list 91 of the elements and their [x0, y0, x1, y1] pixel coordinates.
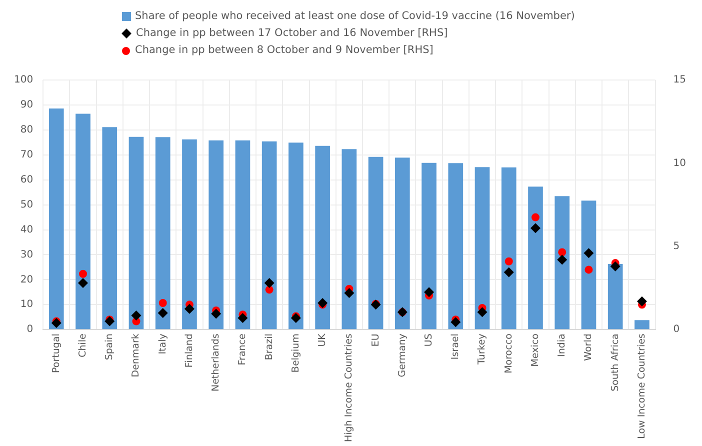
point	[584, 248, 594, 258]
point	[158, 308, 168, 318]
x-tick-label: Low Income Countries	[636, 334, 648, 439]
x-tick-label: Brazil	[264, 334, 275, 360]
x-tick-label: Italy	[157, 333, 168, 354]
bar	[368, 156, 384, 330]
x-tick-label: Denmark	[130, 333, 142, 378]
x-tick-label: Finland	[184, 334, 195, 368]
point	[78, 278, 88, 288]
legend-label: Share of people who received at least one dose of Covid-19 vaccine (16 November)	[135, 9, 575, 24]
x-tick-label: Spain	[104, 334, 116, 360]
y-tick-label: 90	[20, 100, 34, 111]
point	[344, 288, 354, 298]
x-tick-label: UK	[317, 332, 328, 347]
y2-tick-label: 0	[673, 324, 680, 336]
x-tick-label: Portugal	[50, 334, 62, 373]
point	[211, 308, 222, 319]
x-tick-label: World	[583, 334, 594, 361]
bar	[48, 108, 64, 330]
point	[557, 254, 568, 265]
point	[184, 304, 194, 314]
y-tick-label: 70	[20, 149, 34, 160]
x-tick-label: Chile	[77, 333, 88, 358]
bar	[608, 264, 623, 330]
x-tick-label: Germany	[396, 333, 408, 378]
x-tick-label: South Africa	[610, 334, 621, 392]
x-tick-label: Mexico	[530, 333, 541, 367]
y-tick-label: 40	[20, 224, 34, 236]
bar	[155, 137, 170, 330]
point	[131, 310, 142, 320]
x-tick-label: US	[424, 334, 434, 347]
x-tick-label: Israel	[450, 334, 462, 360]
point	[610, 261, 620, 272]
bar	[262, 141, 277, 330]
point	[51, 318, 62, 328]
x-tick-label: EU	[370, 334, 382, 347]
point	[558, 248, 566, 256]
point	[424, 287, 434, 298]
y-tick-label: 80	[20, 124, 34, 136]
point	[238, 312, 248, 323]
point	[264, 278, 274, 288]
point	[290, 312, 301, 323]
bar	[554, 196, 570, 330]
legend-label: Change in pp between 17 October and 16 November [RHS]	[136, 26, 448, 41]
point	[530, 223, 540, 234]
point	[504, 257, 513, 266]
y-tick-label: 100	[14, 74, 34, 86]
x-tick-label: High Income Countries	[344, 334, 355, 442]
x-tick-label: Turkey	[476, 333, 488, 366]
y-tick-label: 10	[20, 299, 34, 310]
point	[584, 266, 593, 274]
bar	[288, 142, 304, 330]
y2-tick-label: 10	[673, 158, 686, 169]
x-tick-label: France	[237, 333, 248, 366]
bar	[474, 167, 490, 330]
bar	[208, 140, 224, 330]
bar	[501, 167, 516, 330]
bar	[448, 163, 464, 330]
point	[532, 213, 540, 222]
x-tick-label: Morocco	[503, 333, 514, 374]
bar	[102, 127, 118, 330]
y-tick-label: 30	[20, 249, 34, 260]
y-tick-label: 60	[20, 174, 34, 186]
bar	[182, 139, 197, 330]
point	[477, 307, 488, 318]
x-tick-label: Belgium	[290, 334, 302, 373]
point	[450, 317, 461, 328]
x-tick-label: Netherlands	[210, 334, 222, 392]
point	[636, 296, 647, 306]
bar	[76, 114, 90, 330]
bar	[315, 146, 330, 330]
bar	[422, 162, 436, 330]
bar	[235, 140, 250, 330]
point	[104, 316, 115, 326]
y-tick-label: 20	[20, 274, 34, 286]
y-tick-label: 50	[20, 199, 34, 210]
legend-label: Change in pp between 8 October and 9 November [RHS]	[135, 43, 434, 58]
bar	[128, 136, 144, 330]
y2-tick-label: 5	[673, 241, 680, 252]
y2-tick-label: 15	[673, 74, 686, 86]
point	[318, 298, 328, 308]
point	[79, 270, 88, 278]
y-tick-label: 0	[26, 324, 34, 336]
x-tick-label: India	[556, 334, 568, 357]
bar	[634, 320, 650, 330]
bar	[581, 200, 596, 330]
bar	[342, 149, 357, 330]
point	[158, 298, 167, 307]
point	[504, 267, 514, 278]
bar	[394, 158, 410, 330]
bar	[528, 186, 543, 330]
